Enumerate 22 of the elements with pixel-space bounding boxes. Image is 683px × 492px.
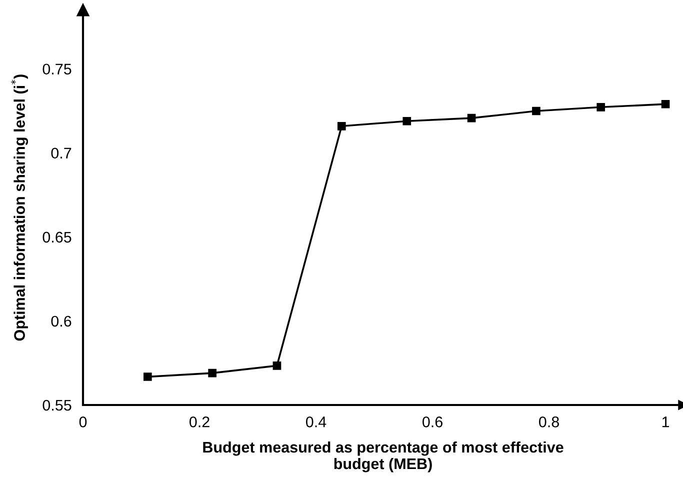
x-tick-label: 0.4: [306, 416, 326, 428]
x-tick-label: 0.6: [422, 416, 442, 428]
point: [272, 362, 282, 370]
point: [467, 114, 476, 122]
y-tick-label: 0.75: [42, 64, 72, 75]
y-tick-label: 0.65: [42, 232, 72, 243]
x-tick-label: 0.8: [539, 416, 559, 428]
y-tick-label: 0.55: [42, 400, 72, 411]
point: [596, 102, 606, 112]
y-axis-title: Optimal information sharing level (i$^{*}$): [11, 74, 28, 341]
x-axis-title: Budget measured as percentage of most effective budget (MEB): [203, 441, 564, 472]
y-tick-label: 0.6: [51, 316, 72, 327]
x-tick-label: 1: [662, 416, 670, 428]
point: [208, 368, 216, 378]
point: [143, 372, 152, 381]
point: [402, 116, 412, 126]
point: [337, 122, 346, 130]
x-tick-label: 0.2: [189, 416, 210, 428]
point: [661, 100, 670, 108]
point: [532, 106, 540, 116]
y-tick-label: 0.7: [51, 148, 72, 159]
x-tick-label: 0: [79, 416, 87, 428]
